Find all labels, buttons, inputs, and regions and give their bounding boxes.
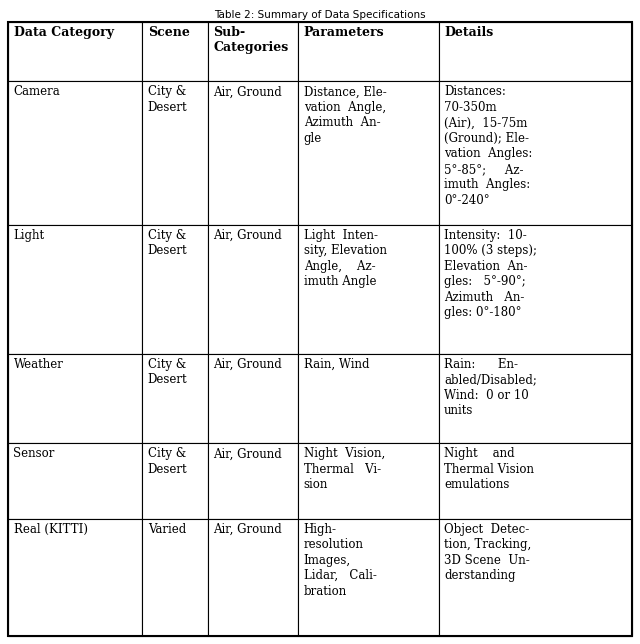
Bar: [8, 518, 142, 636]
Bar: [208, 22, 298, 81]
Text: Air, Ground: Air, Ground: [213, 523, 282, 536]
Bar: [8, 22, 142, 81]
Bar: [8, 444, 142, 518]
Bar: [8, 225, 142, 354]
Text: Air, Ground: Air, Ground: [213, 448, 282, 460]
Text: Night  Vision,
Thermal   Vi-
sion: Night Vision, Thermal Vi- sion: [303, 448, 385, 491]
Bar: [298, 22, 438, 81]
Text: Light  Inten-
sity, Elevation
Angle,    Az-
imuth Angle: Light Inten- sity, Elevation Angle, Az- …: [303, 229, 387, 289]
Text: City &
Desert: City & Desert: [148, 448, 188, 476]
Bar: [208, 444, 298, 518]
Text: Light: Light: [13, 229, 45, 242]
Text: Distances:
70-350m
(Air),  15-75m
(Ground); Ele-
vation  Angles:
5°-85°;     Az-: Distances: 70-350m (Air), 15-75m (Ground…: [444, 86, 532, 207]
Bar: [142, 81, 208, 225]
Bar: [438, 354, 632, 444]
Text: Rain, Wind: Rain, Wind: [303, 357, 369, 370]
Text: Sensor: Sensor: [13, 448, 55, 460]
Text: Night    and
Thermal Vision
emulations: Night and Thermal Vision emulations: [444, 448, 534, 491]
Bar: [438, 444, 632, 518]
Text: Distance, Ele-
vation  Angle,
Azimuth  An-
gle: Distance, Ele- vation Angle, Azimuth An-…: [303, 86, 387, 145]
Bar: [208, 81, 298, 225]
Text: Parameters: Parameters: [303, 26, 384, 39]
Bar: [142, 518, 208, 636]
Bar: [298, 354, 438, 444]
Text: City &
Desert: City & Desert: [148, 86, 188, 114]
Text: City &
Desert: City & Desert: [148, 229, 188, 257]
Bar: [298, 444, 438, 518]
Bar: [142, 354, 208, 444]
Text: Details: Details: [444, 26, 493, 39]
Bar: [438, 518, 632, 636]
Text: Camera: Camera: [13, 86, 60, 99]
Bar: [8, 81, 142, 225]
Bar: [208, 518, 298, 636]
Text: Data Category: Data Category: [13, 26, 113, 39]
Bar: [142, 444, 208, 518]
Text: Weather: Weather: [13, 357, 63, 370]
Bar: [438, 22, 632, 81]
Bar: [142, 22, 208, 81]
Text: Sub-
Categories: Sub- Categories: [213, 26, 289, 55]
Text: Intensity:  10-
100% (3 steps);
Elevation  An-
gles:   5°-90°;
Azimuth   An-
gle: Intensity: 10- 100% (3 steps); Elevation…: [444, 229, 537, 319]
Text: High-
resolution
Images,
Lidar,   Cali-
bration: High- resolution Images, Lidar, Cali- br…: [303, 523, 376, 598]
Bar: [208, 225, 298, 354]
Bar: [8, 354, 142, 444]
Text: Air, Ground: Air, Ground: [213, 357, 282, 370]
Text: City &
Desert: City & Desert: [148, 357, 188, 386]
Bar: [438, 225, 632, 354]
Text: Scene: Scene: [148, 26, 189, 39]
Bar: [298, 225, 438, 354]
Bar: [298, 518, 438, 636]
Text: Table 2: Summary of Data Specifications: Table 2: Summary of Data Specifications: [214, 10, 426, 20]
Bar: [438, 81, 632, 225]
Text: Object  Detec-
tion, Tracking,
3D Scene  Un-
derstanding: Object Detec- tion, Tracking, 3D Scene U…: [444, 523, 531, 582]
Bar: [298, 81, 438, 225]
Text: Rain:      En-
abled/Disabled;
Wind:  0 or 10
units: Rain: En- abled/Disabled; Wind: 0 or 10 …: [444, 357, 537, 417]
Text: Air, Ground: Air, Ground: [213, 86, 282, 99]
Bar: [208, 354, 298, 444]
Text: Varied: Varied: [148, 523, 186, 536]
Text: Air, Ground: Air, Ground: [213, 229, 282, 242]
Text: Real (KITTI): Real (KITTI): [13, 523, 88, 536]
Bar: [142, 225, 208, 354]
